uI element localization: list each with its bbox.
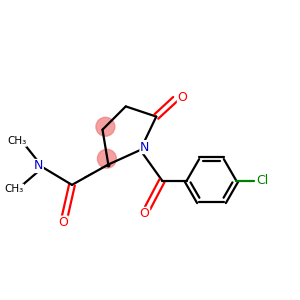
- Text: O: O: [58, 216, 68, 229]
- Text: CH₃: CH₃: [7, 136, 26, 146]
- Text: O: O: [140, 207, 150, 220]
- Text: Cl: Cl: [256, 174, 268, 187]
- Text: O: O: [178, 91, 188, 104]
- Ellipse shape: [98, 149, 116, 168]
- Ellipse shape: [96, 117, 115, 136]
- Text: N: N: [140, 141, 149, 154]
- Text: CH₃: CH₃: [4, 184, 23, 194]
- Text: N: N: [34, 160, 43, 172]
